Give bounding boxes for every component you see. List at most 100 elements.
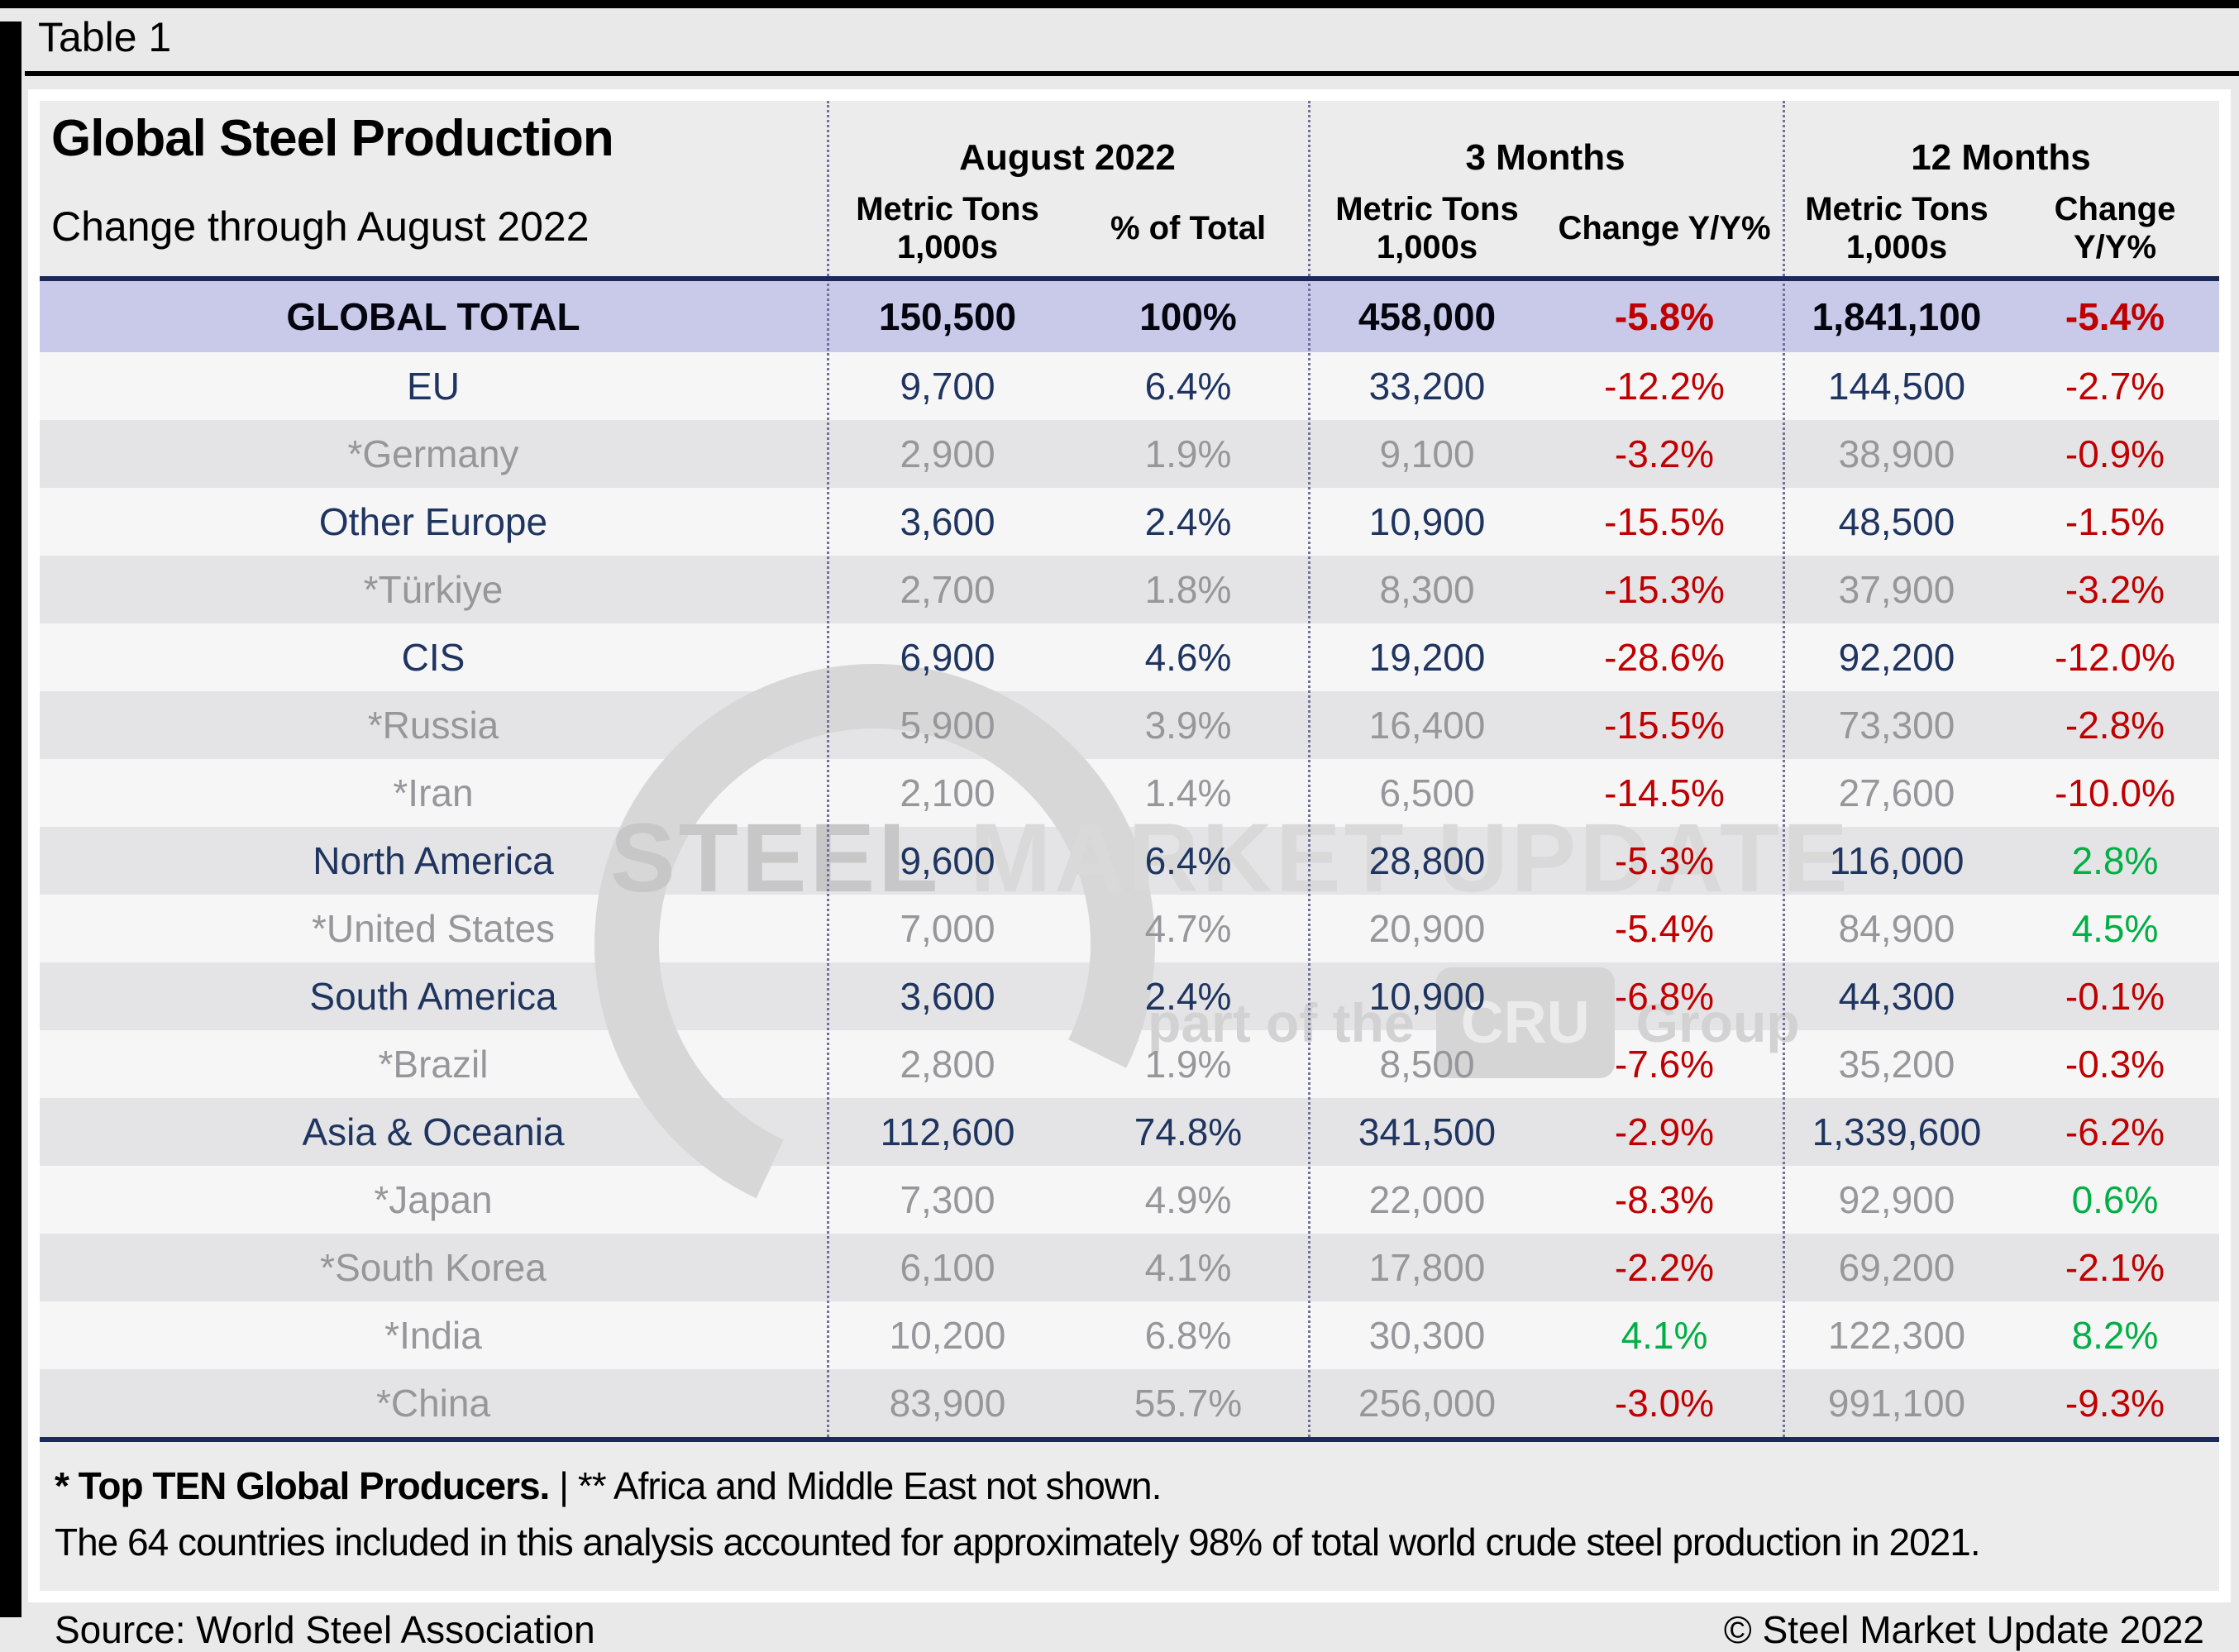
cell-aug-metric-tons: 150,500 — [878, 295, 1017, 338]
cell-12mo-change-yy: 2.8% — [2071, 839, 2159, 882]
page-title: Global Steel Production — [51, 110, 614, 167]
cell-aug-metric-tons: 2,100 — [900, 771, 995, 814]
column-header-change-yy: Change Y/Y% — [2054, 191, 2176, 265]
cell-region-label: *Brazil — [378, 1043, 489, 1086]
footnote-producers-bold: * Top TEN Global Producers. — [55, 1464, 550, 1507]
cell-3mo-change-yy: -15.3% — [1604, 568, 1725, 611]
cell-3mo-metric-tons: 19,200 — [1368, 636, 1486, 679]
cell-aug-pct-of-total: 1.9% — [1144, 1043, 1232, 1086]
cell-12mo-change-yy: -0.3% — [2065, 1043, 2165, 1086]
column-separator — [827, 101, 829, 1437]
cell-3mo-change-yy: -2.9% — [1614, 1110, 1715, 1153]
cell-12mo-metric-tons: 122,300 — [1827, 1314, 1966, 1357]
cell-region-label: *Iran — [393, 771, 474, 814]
cell-3mo-change-yy: -14.5% — [1604, 771, 1725, 814]
table-row: *South Korea 6,100 4.1% 17,800 -2.2% 69,200 -2… — [40, 1234, 2219, 1301]
column-header-metric-tons: Metric Tons 1,000s — [1805, 191, 1988, 265]
cell-aug-pct-of-total: 100% — [1139, 295, 1237, 338]
cell-12mo-metric-tons: 37,900 — [1838, 568, 1955, 611]
cell-aug-pct-of-total: 2.4% — [1144, 975, 1232, 1018]
cell-12mo-metric-tons: 84,900 — [1838, 907, 1955, 950]
cell-12mo-change-yy: 4.5% — [2071, 907, 2159, 950]
cell-12mo-change-yy: -2.8% — [2065, 704, 2165, 747]
cell-aug-metric-tons: 2,700 — [900, 568, 995, 611]
cell-3mo-metric-tons: 17,800 — [1368, 1246, 1486, 1289]
cell-aug-metric-tons: 3,600 — [900, 975, 995, 1018]
cell-region-label: EU — [407, 365, 460, 408]
cell-aug-metric-tons: 83,900 — [889, 1382, 1006, 1425]
cell-region-label: *United States — [311, 907, 556, 950]
cell-aug-metric-tons: 9,700 — [900, 365, 995, 408]
cell-12mo-change-yy: -10.0% — [2055, 771, 2175, 814]
table-row: Other Europe 3,600 2.4% 10,900 -15.5% 48,500 -… — [40, 488, 2219, 556]
cell-3mo-change-yy: -7.6% — [1614, 1043, 1715, 1086]
table-header: Global Steel Production Change through A… — [40, 101, 2219, 276]
cell-3mo-metric-tons: 28,800 — [1368, 839, 1486, 882]
table-row: *Türkiye 2,700 1.8% 8,300 -15.3% 37,900 -3.2% — [40, 556, 2219, 623]
cell-12mo-change-yy: -2.7% — [2065, 365, 2165, 408]
copyright-notice: © Steel Market Update 2022 — [1723, 1608, 2204, 1651]
cell-3mo-metric-tons: 33,200 — [1368, 365, 1486, 408]
table-row: *Iran 2,100 1.4% 6,500 -14.5% 27,600 -10.0% — [40, 759, 2219, 827]
cell-3mo-change-yy: -5.4% — [1614, 907, 1715, 950]
global-total-row: GLOBAL TOTAL 150,500 100% 458,000 -5.8% 1,841… — [40, 281, 2219, 352]
table-row: *Germany 2,900 1.9% 9,100 -3.2% 38,900 -0.9% — [40, 420, 2219, 488]
cell-12mo-change-yy: -12.0% — [2055, 636, 2175, 679]
cell-aug-pct-of-total: 6.8% — [1144, 1314, 1232, 1357]
cell-aug-pct-of-total: 4.6% — [1144, 636, 1232, 679]
cell-3mo-metric-tons: 341,500 — [1358, 1110, 1497, 1153]
cell-3mo-metric-tons: 458,000 — [1358, 295, 1497, 338]
cell-12mo-metric-tons: 1,841,100 — [1812, 295, 1982, 338]
footnotes: * Top TEN Global Producers. | ** Africa … — [40, 1442, 2219, 1652]
cell-region-label: CIS — [401, 636, 465, 679]
cell-3mo-change-yy: -3.0% — [1614, 1382, 1715, 1425]
cell-region-label: GLOBAL TOTAL — [286, 295, 580, 338]
cell-aug-pct-of-total: 4.1% — [1144, 1246, 1232, 1289]
table-row: *United States 7,000 4.7% 20,900 -5.4% 84,900… — [40, 895, 2219, 962]
cell-12mo-change-yy: -2.1% — [2065, 1246, 2165, 1289]
column-header-change-yy: Change Y/Y% — [1558, 210, 1771, 246]
column-header-metric-tons: Metric Tons 1,000s — [1335, 191, 1519, 265]
cell-12mo-change-yy: -6.2% — [2065, 1110, 2165, 1153]
cell-aug-pct-of-total: 6.4% — [1144, 839, 1232, 882]
cell-12mo-metric-tons: 27,600 — [1838, 771, 1955, 814]
cell-aug-metric-tons: 10,200 — [889, 1314, 1006, 1357]
table-body: GLOBAL TOTAL 150,500 100% 458,000 -5.8% 1,841… — [40, 281, 2219, 1437]
table-row: *Brazil 2,800 1.9% 8,500 -7.6% 35,200 -0.3% — [40, 1030, 2219, 1098]
cell-3mo-change-yy: -15.5% — [1604, 500, 1725, 543]
cell-3mo-metric-tons: 8,500 — [1379, 1043, 1475, 1086]
cell-aug-pct-of-total: 4.9% — [1144, 1178, 1232, 1221]
cell-3mo-change-yy: 4.1% — [1621, 1314, 1708, 1357]
cell-region-label: *China — [375, 1382, 491, 1425]
cell-12mo-metric-tons: 44,300 — [1838, 975, 1955, 1018]
cell-aug-metric-tons: 6,900 — [900, 636, 995, 679]
cell-aug-metric-tons: 3,600 — [900, 500, 995, 543]
cell-region-label: Other Europe — [318, 500, 548, 543]
cell-aug-pct-of-total: 74.8% — [1134, 1110, 1243, 1153]
cell-aug-metric-tons: 6,100 — [900, 1246, 995, 1289]
header-divider — [40, 276, 2219, 281]
table-row: North America 9,600 6.4% 28,800 -5.3% 116,000… — [40, 827, 2219, 895]
table-card: STEEL MARKET UPDATE part of the CRU Grou… — [28, 89, 2231, 1651]
table-row: EU 9,700 6.4% 33,200 -12.2% 144,500 -2.7% — [40, 352, 2219, 420]
cell-3mo-change-yy: -12.2% — [1604, 365, 1725, 408]
table-bottom-divider — [40, 1437, 2219, 1442]
cell-12mo-change-yy: -1.5% — [2065, 500, 2165, 543]
cell-3mo-change-yy: -28.6% — [1604, 636, 1725, 679]
column-group-12months: 12 Months — [1911, 137, 2091, 178]
cell-aug-metric-tons: 112,600 — [880, 1110, 1015, 1153]
cell-aug-metric-tons: 5,900 — [900, 704, 995, 747]
cell-aug-metric-tons: 2,900 — [900, 432, 995, 475]
cell-12mo-change-yy: -5.4% — [2065, 295, 2165, 338]
cell-3mo-change-yy: -8.3% — [1614, 1178, 1715, 1221]
table-row: *China 83,900 55.7% 256,000 -3.0% 991,100 -9.3… — [40, 1369, 2219, 1437]
cell-aug-metric-tons: 2,800 — [900, 1043, 995, 1086]
cell-region-label: *Russia — [367, 704, 499, 747]
top-edge-bar — [0, 0, 2239, 8]
cell-aug-pct-of-total: 55.7% — [1134, 1382, 1243, 1425]
cell-3mo-metric-tons: 10,900 — [1368, 500, 1486, 543]
column-header-metric-tons: Metric Tons 1,000s — [856, 191, 1039, 265]
table-number-label: Table 1 — [38, 14, 172, 60]
cell-12mo-metric-tons: 116,000 — [1829, 839, 1964, 882]
column-separator — [1308, 101, 1310, 1437]
